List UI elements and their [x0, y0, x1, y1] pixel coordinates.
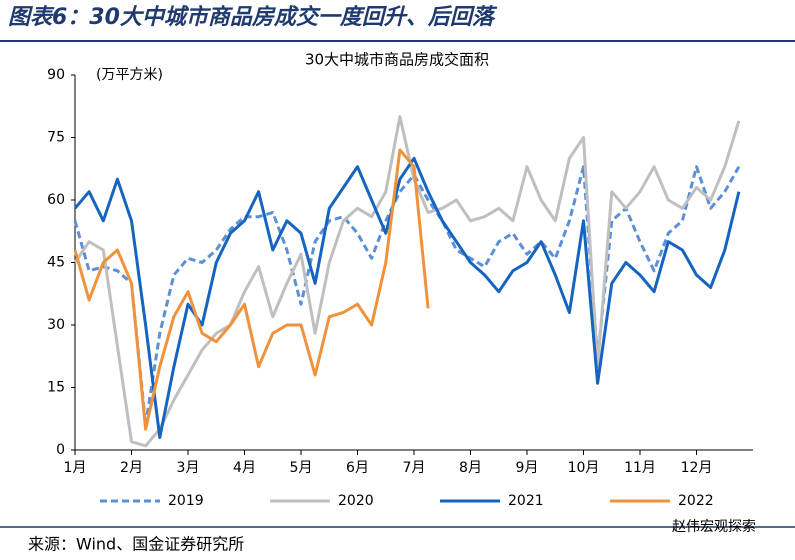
- y-tick-label: 60: [47, 192, 65, 208]
- x-tick-label: 8月: [459, 460, 482, 476]
- chart-title: 图表6：30大中城市商品房成交一度回升、后回落: [8, 4, 498, 30]
- x-tick-label: 3月: [177, 460, 200, 476]
- x-tick-label: 9月: [516, 460, 539, 476]
- y-tick-label: 15: [47, 380, 65, 396]
- x-tick-label: 7月: [403, 460, 426, 476]
- y-tick-label: 0: [56, 442, 65, 458]
- x-tick-label: 1月: [64, 460, 87, 476]
- legend-label: 2019: [168, 493, 204, 509]
- legend-label: 2021: [508, 493, 544, 509]
- series-line: [73, 148, 430, 431]
- x-tick-label: 12月: [681, 460, 713, 476]
- x-tick-label: 6月: [346, 460, 369, 476]
- source: 来源：Wind、国金证券研究所: [28, 535, 244, 554]
- series-line: [73, 115, 741, 448]
- y-tick-label: 45: [47, 255, 65, 271]
- y-tick-label: 30: [47, 317, 65, 333]
- y-axis-label: (万平方米): [96, 67, 163, 83]
- x-tick-label: 10月: [568, 460, 600, 476]
- series-line: [73, 156, 741, 439]
- series-line: [73, 165, 741, 427]
- x-tick-label: 5月: [290, 460, 313, 476]
- x-tick-label: 11月: [624, 460, 656, 476]
- y-tick-label: 90: [47, 67, 65, 83]
- chart-subtitle: 30大中城市商品房成交面积: [305, 51, 489, 69]
- legend-label: 2020: [338, 493, 374, 509]
- y-tick-label: 75: [47, 130, 65, 146]
- watermark: 赵伟宏观探索: [672, 518, 756, 535]
- x-tick-label: 4月: [233, 460, 256, 476]
- x-tick-label: 2月: [120, 460, 143, 476]
- legend-label: 2022: [678, 493, 714, 509]
